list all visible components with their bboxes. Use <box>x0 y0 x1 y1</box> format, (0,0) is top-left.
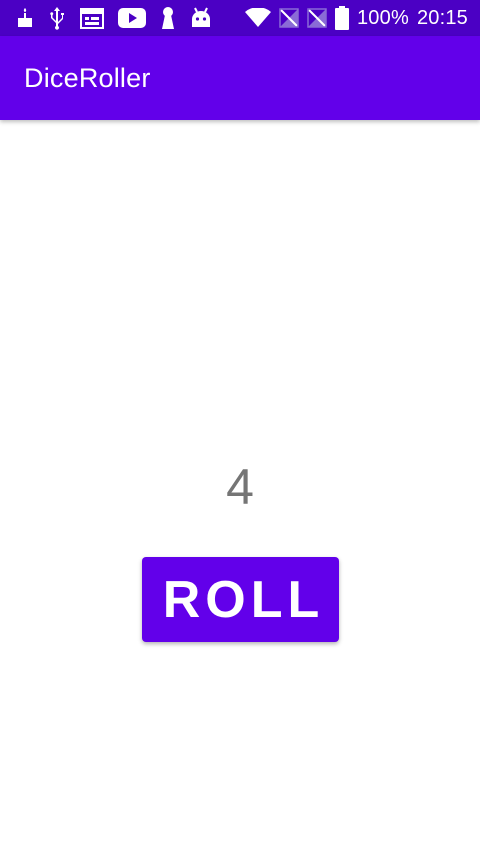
main-content: 4 ROLL <box>0 120 480 854</box>
status-bar: 100% 20:15 <box>0 0 480 36</box>
battery-icon <box>334 6 349 30</box>
youtube-icon <box>118 8 146 28</box>
cake-icon <box>16 8 34 28</box>
app-title: DiceRoller <box>24 62 151 93</box>
battery-percent: 100% <box>356 6 409 29</box>
keyhole-icon <box>160 6 176 30</box>
system-icons: 100% 20:15 <box>244 6 468 30</box>
dice-result: 4 <box>226 459 254 515</box>
roll-button[interactable]: ROLL <box>142 557 339 642</box>
app-bar: DiceRoller <box>0 36 480 120</box>
calendar-icon <box>80 7 104 29</box>
clock: 20:15 <box>416 6 468 29</box>
usb-icon <box>48 6 66 30</box>
no-signal-icon <box>279 8 299 28</box>
notification-icons <box>16 6 212 30</box>
wifi-icon <box>244 8 271 28</box>
android-icon <box>190 7 212 29</box>
no-signal-icon <box>307 8 327 28</box>
